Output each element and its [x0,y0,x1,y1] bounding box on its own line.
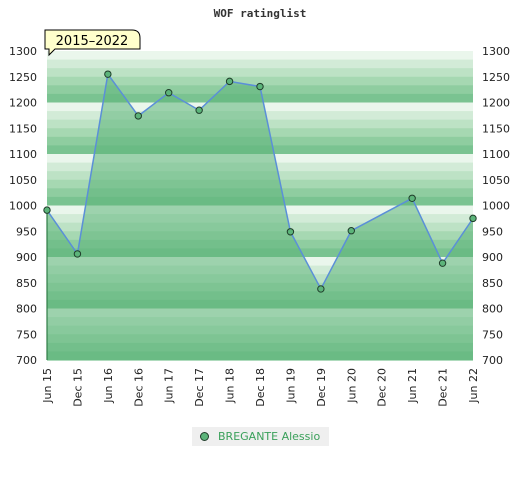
data-point [165,89,173,97]
y-tick-label: 900 [16,251,37,264]
x-tick-label: Jun 16 [102,368,115,404]
x-tick-label: Jun 20 [345,368,358,404]
data-point [317,285,325,293]
y-tick-label: 900 [482,251,503,264]
x-tick-label: Dec 20 [376,368,389,407]
y-tick-label: 1050 [482,174,510,187]
background-band [47,59,473,69]
badge-text: 2015–2022 [56,34,129,49]
legend-marker-icon [200,432,209,441]
data-point [408,194,416,202]
y-tick-label: 750 [16,328,37,341]
data-point [286,228,295,236]
y-tick-label: 700 [16,354,37,367]
y-tick-label: 800 [482,303,503,316]
series-line [46,72,474,291]
y-tick-label: 750 [482,328,503,341]
data-point [43,206,51,214]
y-tick-label: 800 [16,303,37,316]
y-tick-label: 1150 [9,122,37,135]
background-band [47,68,473,78]
data-point [225,77,234,86]
y-tick-label: 700 [482,354,503,367]
y-tick-label: 1100 [9,148,37,161]
data-point [195,106,203,114]
y-tick-label: 1300 [9,45,37,58]
x-tick-labels: Jun 15 Dec 15 Jun 16 Dec 16 Jun 17 Dec 17 Jun … [41,368,480,407]
x-tick-label: Jun 17 [163,368,176,404]
data-point [73,250,82,258]
y-tick-label: 1100 [482,148,510,161]
legend: BREGANTE Alessio [192,427,329,446]
x-tick-label: Jun 22 [467,368,480,404]
data-point [134,112,142,120]
series-area [47,74,473,361]
x-tick-label: Jun 19 [284,368,297,404]
y-tick-label: 1000 [9,200,37,213]
x-tick-label: Jun 18 [224,368,237,404]
y-tick-label: 1000 [482,200,510,213]
y-tick-label: 1150 [482,122,510,135]
y-tick-labels-left: 700 750 800 850 900 950 1000 1050 1100 1150 1200 12… [9,45,37,367]
data-point [469,214,477,223]
y-tick-label: 850 [16,277,37,290]
x-tick-label: Jun 15 [41,368,54,404]
legend-label: BREGANTE Alessio [218,430,321,443]
data-point [104,70,112,78]
x-tick-label: Dec 18 [254,368,267,407]
y-tick-label: 1200 [482,97,510,110]
date-range-badge: 2015–2022 [44,29,141,57]
y-tick-label: 950 [482,225,503,238]
data-point [347,227,355,235]
data-point [438,259,447,267]
x-tick-label: Dec 16 [132,368,145,407]
y-tick-label: 1050 [9,174,37,187]
y-tick-label: 850 [482,277,503,290]
badge-background [44,29,141,57]
y-tick-labels-right: 700 750 800 850 900 950 1000 1050 1100 1150 1200 12… [482,45,510,367]
x-tick-label: Dec 15 [71,368,84,407]
y-tick-label: 950 [16,225,37,238]
data-point [256,82,264,91]
background-band [47,51,473,61]
x-tick-label: Jun 21 [406,368,419,404]
x-tick-label: Dec 19 [315,368,328,407]
y-tick-label: 1250 [482,71,510,84]
background-band [47,76,473,86]
y-tick-label: 1300 [482,45,510,58]
y-tick-label: 1200 [9,97,37,110]
chart-title: WOF ratinglist [214,7,307,20]
x-tick-label: Dec 17 [193,368,206,407]
data-points [43,70,477,293]
y-tick-label: 1250 [9,71,37,84]
x-tick-label: Dec 21 [437,368,450,407]
